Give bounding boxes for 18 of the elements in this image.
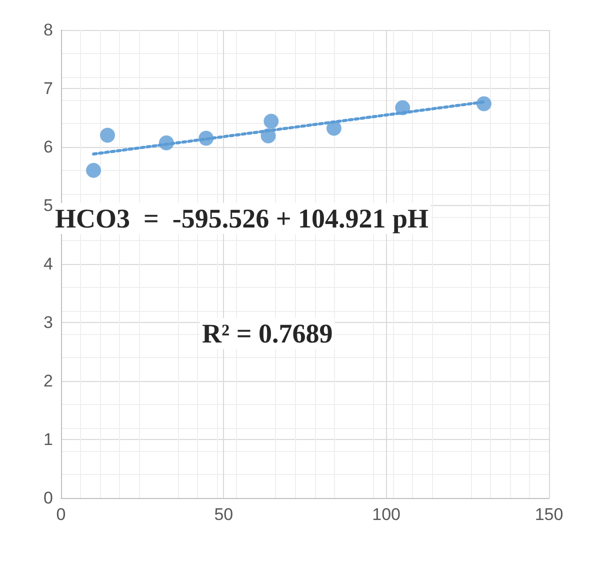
x-tick-label: 150 — [534, 505, 564, 524]
annotation: R² = 0.7689 — [202, 318, 333, 348]
y-tick-label: 4 — [44, 254, 53, 274]
y-tick-label: 8 — [44, 20, 53, 40]
point — [264, 114, 279, 129]
y-tick-label: 0 — [44, 488, 53, 508]
x-tick-label: 0 — [56, 505, 66, 524]
point — [86, 162, 102, 178]
y-tick-label: 7 — [44, 79, 53, 98]
x-tick-label: 50 — [214, 505, 234, 524]
y-tick-label: 6 — [44, 138, 53, 156]
y-tick-label: 1 — [44, 430, 53, 449]
annotation: HCO3 = -595.526 + 104.921 pH — [55, 204, 429, 234]
y-tick-label: 2 — [44, 372, 53, 390]
x-tick-label: 100 — [372, 505, 401, 524]
y-tick-label: 5 — [44, 196, 53, 215]
point — [100, 128, 116, 143]
y-tick-label: 3 — [44, 313, 53, 332]
